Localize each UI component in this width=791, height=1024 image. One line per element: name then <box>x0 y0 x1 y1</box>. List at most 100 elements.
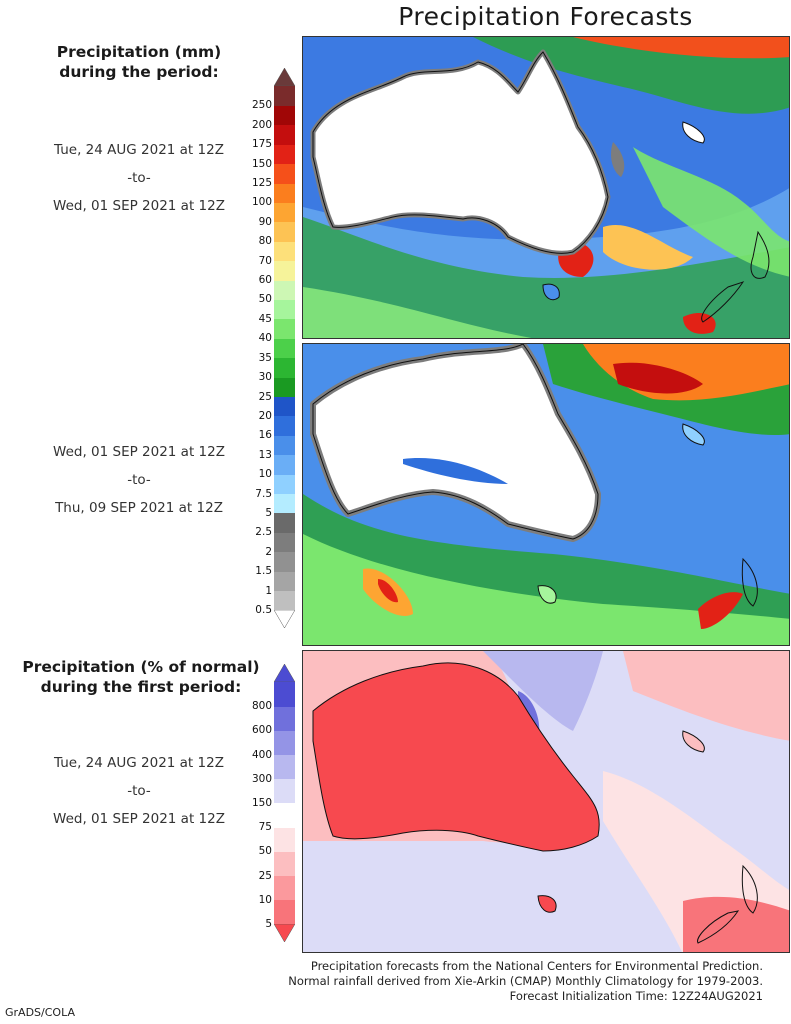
colorbar-pct-tick-label: 600 <box>251 724 272 737</box>
legend-mm-heading: Precipitation (mm) during the period: <box>0 42 278 82</box>
colorbar-pct-swatch <box>274 754 295 780</box>
colorbar-mm-swatch <box>274 377 295 398</box>
period2-start: Wed, 01 SEP 2021 at 12Z <box>53 444 225 460</box>
colorbar-mm-swatch <box>274 551 295 572</box>
colorbar-pct-tick-label: 800 <box>251 700 272 713</box>
colorbar-mm-swatch <box>274 396 295 417</box>
colorbar-mm-tick-label: 100 <box>251 196 272 209</box>
colorbar-mm-tick-label: 25 <box>258 390 272 403</box>
colorbar-mm-tick-label: 175 <box>251 138 272 151</box>
footer-notes: Precipitation forecasts from the Nationa… <box>203 959 763 1004</box>
colorbar-pct-tick-label: 150 <box>251 797 272 809</box>
colorbar-mm-tick-label: 7.5 <box>255 487 272 500</box>
period2-sep: -to- <box>127 472 151 488</box>
colorbar-pct-tick-label: 300 <box>251 772 272 785</box>
colorbar-pct-swatch <box>274 803 295 828</box>
colorbar-pct-swatch <box>274 851 295 877</box>
colorbar-pct-tick-label: 25 <box>258 869 272 882</box>
colorbar-mm-under-triangle <box>274 610 295 628</box>
map-panel-percent-of-normal <box>302 650 790 953</box>
colorbar-mm-tick-label: 125 <box>251 177 272 190</box>
colorbar-mm-swatch <box>274 144 295 165</box>
legend-pct-heading-line2: during the first period: <box>40 678 242 696</box>
colorbar-pct-over-triangle <box>274 664 295 682</box>
colorbar-mm-tick-label: 35 <box>258 351 272 364</box>
colorbar-pct-swatch <box>274 827 295 852</box>
colorbar-pct-tick-label: 400 <box>251 748 272 761</box>
grads-credit: GrADS/COLA <box>5 1006 75 1019</box>
colorbar-pct-under-triangle <box>274 924 295 942</box>
period3-end: Wed, 01 SEP 2021 at 12Z <box>53 811 225 827</box>
footer-line2: Normal rainfall derived from Xie-Arkin (… <box>288 974 763 988</box>
map-panel-period1 <box>302 36 790 339</box>
colorbar-mm-tick-label: 70 <box>258 254 272 267</box>
period1-end: Wed, 01 SEP 2021 at 12Z <box>53 198 225 214</box>
colorbar-mm-tick-label: 10 <box>258 468 272 481</box>
colorbar-mm-tick-label: 45 <box>258 312 272 325</box>
colorbar-pct-swatch <box>274 899 295 925</box>
colorbar-mm-swatch <box>274 590 295 611</box>
footer-line1: Precipitation forecasts from the Nationa… <box>310 959 763 973</box>
period2-end: Thu, 09 SEP 2021 at 12Z <box>55 500 223 516</box>
colorbar-pct-swatch <box>274 730 295 756</box>
colorbar-mm-over-triangle <box>274 68 295 86</box>
colorbar-mm: 0.5 1 1.5 2 2.5 5 7.5 10 13 16 20 25 30 35 40 45 50 60 70 8… <box>240 68 330 628</box>
colorbar-mm-swatch <box>274 338 295 359</box>
colorbar-mm-swatch <box>274 280 295 300</box>
legend-mm-heading-line1: Precipitation (mm) <box>56 43 222 61</box>
colorbar-pct-tick-label: 5 <box>265 918 272 930</box>
legend-pct-heading-line1: Precipitation (% of normal) <box>22 658 260 676</box>
colorbar-mm-tick-label: 40 <box>258 332 272 345</box>
colorbar-mm-swatch <box>274 571 295 592</box>
legend-pct-heading: Precipitation (% of normal) during the f… <box>0 657 284 697</box>
colorbar-pct-tick-label: 50 <box>258 845 272 858</box>
colorbar-mm-tick-label: 80 <box>258 235 272 248</box>
colorbar-mm-swatch <box>274 415 295 436</box>
colorbar-mm-swatch <box>274 241 295 262</box>
colorbar-mm-swatch <box>274 435 295 456</box>
period3-start: Tue, 24 AUG 2021 at 12Z <box>54 755 224 771</box>
page-title: Precipitation Forecasts <box>398 2 693 31</box>
footer-line3: Forecast Initialization Time: 12Z24AUG20… <box>509 989 763 1003</box>
colorbar-mm-tick-label: 5 <box>265 506 272 519</box>
colorbar-mm-swatch <box>274 86 295 106</box>
colorbar-pct-swatch <box>274 778 295 804</box>
colorbar-mm-swatch <box>274 124 295 145</box>
colorbar-mm-tick-label: 0.5 <box>255 604 272 616</box>
period1-sep: -to- <box>127 170 151 186</box>
colorbar-mm-swatch <box>274 202 295 223</box>
colorbar-mm-tick-label: 250 <box>251 99 272 112</box>
colorbar-pct-tick-label: 10 <box>258 893 272 906</box>
colorbar-mm-tick-label: 90 <box>258 215 272 228</box>
colorbar-mm-tick-label: 1 <box>265 584 272 597</box>
legend-mm-heading-line2: during the period: <box>59 63 219 81</box>
period3-sep: -to- <box>127 783 151 799</box>
period1-start: Tue, 24 AUG 2021 at 12Z <box>54 142 224 158</box>
colorbar-mm-swatch <box>274 105 295 126</box>
colorbar-mm-tick-label: 50 <box>258 293 272 306</box>
colorbar-pct-swatch <box>274 682 295 707</box>
colorbar-mm-swatch <box>274 318 295 339</box>
colorbar-pct-swatch <box>274 706 295 731</box>
colorbar-mm-swatch <box>274 221 295 242</box>
colorbar-mm-tick-label: 200 <box>251 118 272 131</box>
colorbar-mm-swatch <box>274 183 295 203</box>
colorbar-mm-swatch <box>274 299 295 320</box>
map-panel-period2 <box>302 343 790 646</box>
colorbar-mm-tick-label: 2.5 <box>255 526 272 539</box>
colorbar-mm-tick-label: 150 <box>251 157 272 170</box>
colorbar-mm-tick-label: 1.5 <box>255 565 272 578</box>
colorbar-mm-swatch <box>274 474 295 495</box>
colorbar-mm-tick-label: 16 <box>258 429 272 442</box>
colorbar-mm-tick-label: 2 <box>265 545 272 558</box>
colorbar-mm-swatch <box>274 512 295 533</box>
colorbar-mm-swatch <box>274 493 295 514</box>
colorbar-mm-tick-label: 60 <box>258 274 272 287</box>
colorbar-pct-tick-label: 75 <box>258 821 272 834</box>
colorbar-mm-tick-label: 30 <box>258 371 272 384</box>
colorbar-mm-swatch <box>274 357 295 378</box>
colorbar-percent: 5 10 25 50 75 150 300 400 600 800 <box>240 664 330 942</box>
colorbar-mm-swatch <box>274 163 295 184</box>
colorbar-mm-swatch <box>274 454 295 475</box>
colorbar-mm-tick-label: 13 <box>258 448 272 461</box>
